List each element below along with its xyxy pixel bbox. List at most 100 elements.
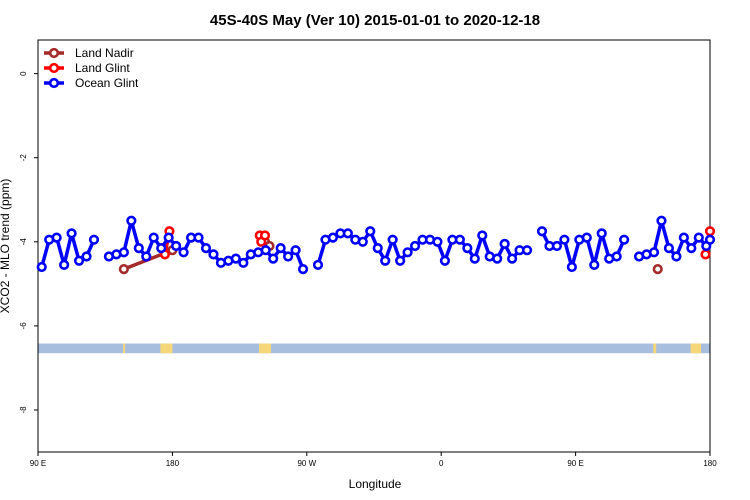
data-point-land-glint [700,249,711,260]
legend-item-ocean-glint: Ocean Glint [44,76,139,90]
data-point-ocean-glint [402,247,413,258]
data-point-ocean-glint [156,243,167,254]
data-point-land-nadir [118,264,129,275]
data-point-ocean-glint [230,253,241,264]
data-point-ocean-glint [581,232,592,243]
y-tick-label: -6 [19,322,28,330]
data-point-ocean-glint [73,255,85,266]
y-tick-label: -2 [19,154,28,162]
land-span [653,343,657,354]
data-point-ocean-glint [51,232,62,243]
ocean-band [38,343,710,354]
land-span [259,343,271,354]
legend-label: Land Glint [75,61,130,75]
data-point-ocean-glint [171,240,182,252]
data-point-ocean-glint [148,232,159,243]
data-point-ocean-glint [297,264,309,275]
data-point-ocean-glint [596,228,607,239]
data-point-ocean-glint [357,236,368,247]
legend-label: Ocean Glint [75,76,139,90]
data-point-ocean-glint [462,243,473,254]
data-point-ocean-glint [611,251,622,262]
data-point-ocean-glint [200,243,212,254]
x-axis: 90 E 180 90 W 0 90 E 180 [30,452,717,468]
data-point-ocean-glint [589,259,600,271]
data-point-ocean-glint [671,251,682,262]
data-point-ocean-glint [365,226,376,237]
data-point-ocean-glint [409,240,421,252]
data-point-ocean-glint [126,215,137,226]
data-point-ocean-glint [492,253,503,264]
x-axis-label: Longitude [349,477,402,491]
x-tick-label: 180 [703,459,717,468]
data-point-land-glint [704,226,716,237]
x-tick-label: 90 W [297,459,316,468]
data-point-ocean-glint [193,232,204,243]
y-tick-label: -8 [19,406,28,414]
data-point-ocean-glint [536,226,548,237]
data-point-ocean-glint [290,245,301,256]
data-point-ocean-glint [648,247,660,258]
series-layer [36,215,716,275]
data-point-ocean-glint [619,234,630,245]
data-point-ocean-glint [163,232,174,243]
land-span [160,343,173,354]
data-point-ocean-glint [238,257,249,268]
legend-swatch-marker [48,62,60,74]
chart-title: 45S-40S May (Ver 10) 2015-01-01 to 2020-… [210,12,540,29]
data-point-ocean-glint [693,232,704,243]
data-point-ocean-glint [208,249,219,260]
data-point-ocean-glint [551,240,563,252]
data-point-ocean-glint [380,255,391,266]
series-ocean-glint [36,215,716,275]
data-point-ocean-glint [686,243,697,254]
data-point-ocean-glint [656,215,667,226]
data-point-ocean-glint [678,232,689,243]
data-point-ocean-glint [118,247,129,258]
data-point-ocean-glint [469,253,480,264]
data-point-ocean-glint [387,234,398,245]
data-point-land-glint [259,230,271,241]
y-axis: 0 -2 -4 -6 -8 [19,71,38,414]
data-point-ocean-glint [59,259,70,271]
data-point-ocean-glint [283,251,294,262]
data-point-ocean-glint [704,234,716,245]
data-point-ocean-glint [521,245,533,256]
data-point-ocean-glint [268,253,279,264]
data-point-ocean-glint [81,251,92,262]
data-point-ocean-glint [559,234,570,245]
data-point-ocean-glint [477,230,488,241]
data-point-ocean-glint [141,251,152,262]
data-point-ocean-glint [36,261,47,273]
legend-label: Land Nadir [75,46,134,60]
data-point-ocean-glint [439,255,451,266]
data-point-ocean-glint [499,238,510,249]
data-point-ocean-glint [178,247,189,258]
surface-strip [38,343,710,354]
data-point-ocean-glint [454,234,465,245]
data-point-ocean-glint [312,259,324,271]
x-tick-label: 90 E [567,459,583,468]
data-point-ocean-glint [327,232,339,243]
data-point-land-nadir [652,264,663,275]
x-tick-label: 0 [439,459,444,468]
y-tick-label: 0 [19,71,28,76]
legend-swatch-marker [48,77,60,89]
data-point-ocean-glint [566,261,577,273]
land-span [690,343,702,354]
data-point-ocean-glint [395,255,406,266]
legend-swatch-marker [48,47,60,59]
y-axis-label: XCO2 - MLO trend (ppm) [0,179,12,314]
data-point-ocean-glint [663,243,675,254]
x-tick-label: 90 E [30,459,46,468]
x-tick-label: 180 [166,459,180,468]
data-point-ocean-glint [342,228,353,239]
data-point-ocean-glint [432,236,443,247]
data-point-ocean-glint [133,243,144,254]
data-point-ocean-glint [507,253,518,264]
data-point-ocean-glint [66,228,77,239]
legend-item-land-nadir: Land Nadir [44,46,134,60]
land-span [123,343,126,354]
